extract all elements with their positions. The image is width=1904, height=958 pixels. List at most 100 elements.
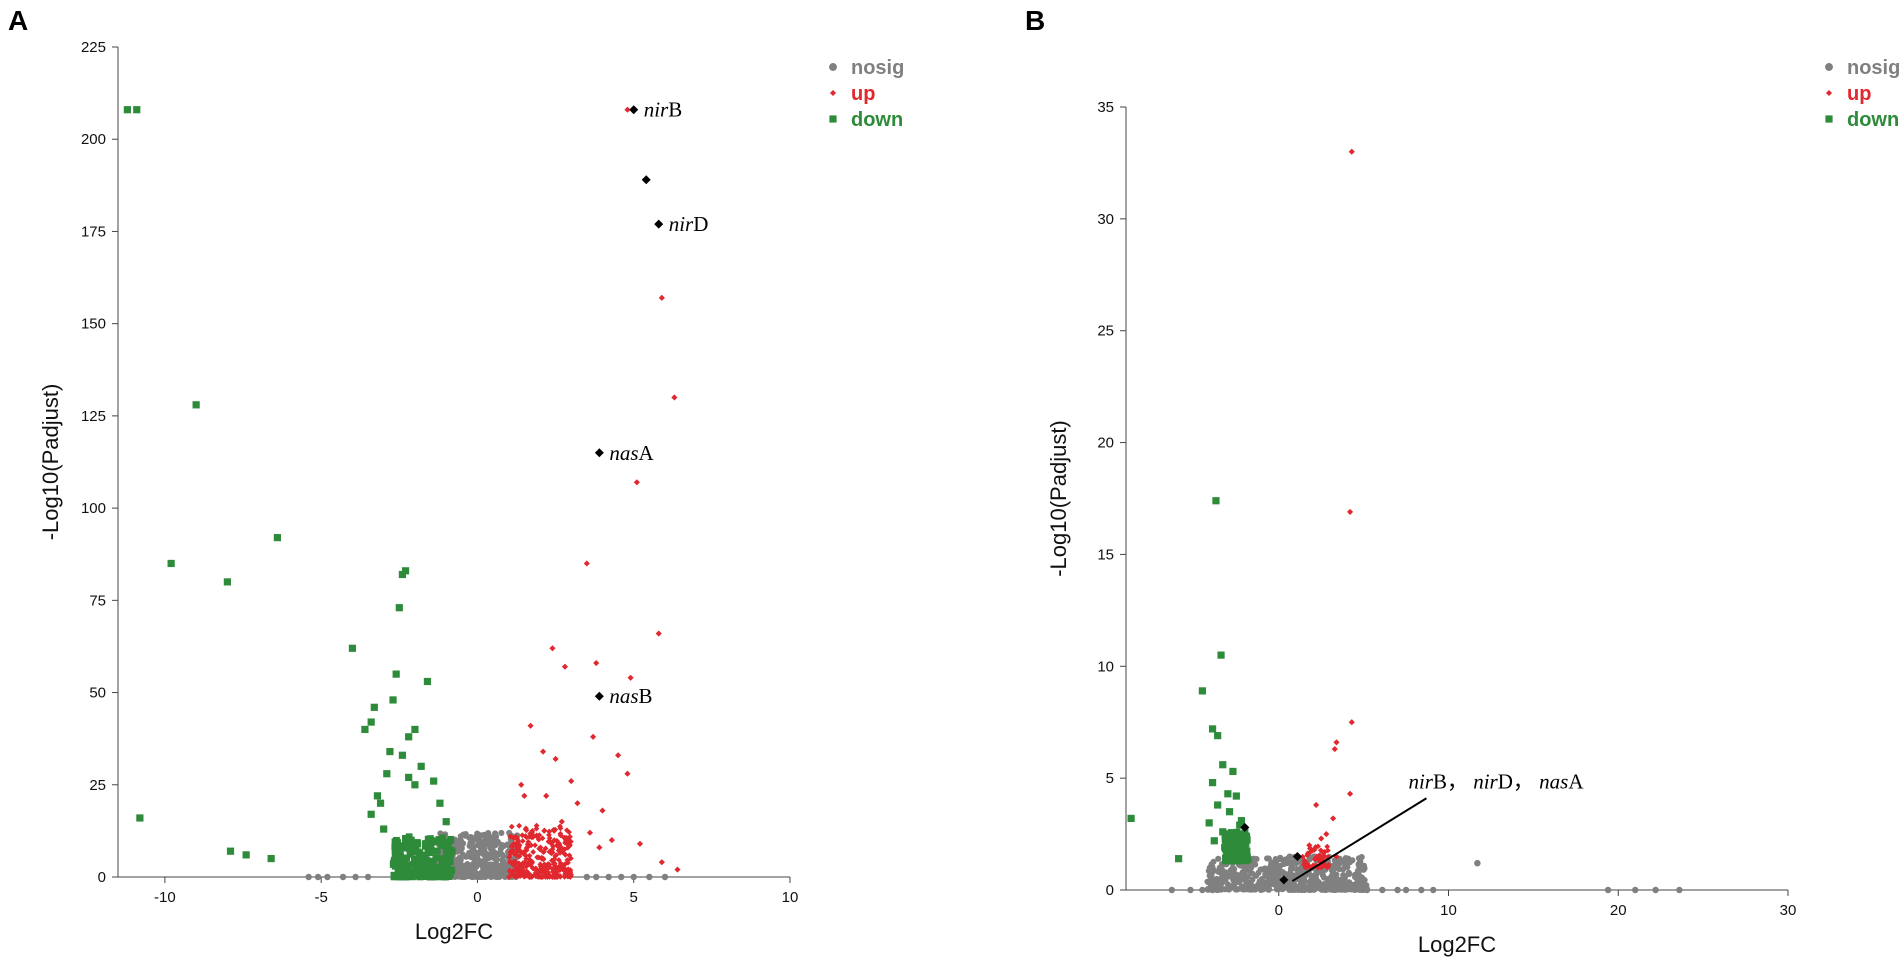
data-point-nosig	[1360, 882, 1367, 889]
data-point-down	[226, 847, 235, 855]
data-point-down	[1205, 819, 1213, 827]
y-tick-label: 0	[98, 869, 106, 886]
panel-a-label: A	[8, 5, 28, 36]
data-point-down	[411, 725, 419, 734]
panel-a: A 0 25 50 75 100 125 150 175 200 225 -10 -5 0 5 10 Log2…	[8, 5, 904, 944]
data-point-nosig	[494, 838, 501, 845]
data-point-up	[537, 863, 544, 870]
data-point-nosig	[1218, 880, 1226, 887]
y-axis-title: -Log10(Padjust)	[38, 384, 63, 541]
data-point-nosig	[1210, 858, 1217, 865]
data-point-down	[429, 862, 437, 870]
data-point-down	[370, 703, 378, 711]
data-point-down	[223, 578, 231, 586]
data-point-down	[442, 818, 450, 826]
data-point-nosig	[1287, 866, 1295, 873]
data-point-nosig	[339, 873, 347, 881]
data-point-up	[671, 394, 678, 401]
data-point-down	[1232, 854, 1240, 862]
data-point-up	[567, 873, 574, 880]
gene-label-italic: nas	[609, 684, 638, 708]
data-point-nosig	[314, 873, 322, 881]
data-point-up	[636, 840, 644, 847]
data-point-down	[405, 864, 413, 872]
x-tick-label: 30	[1780, 902, 1797, 919]
data-point-down	[401, 567, 410, 575]
data-point-nosig	[646, 873, 653, 881]
data-point-down	[446, 858, 454, 866]
data-point-up	[556, 867, 563, 874]
data-point-down	[426, 849, 434, 856]
data-point-down	[1225, 808, 1234, 816]
data-point-nosig	[1257, 866, 1264, 873]
data-point-nosig	[1280, 861, 1287, 868]
data-point-nosig	[1265, 877, 1272, 885]
data-point-down	[167, 559, 175, 568]
gene-label-suffix: B	[639, 684, 653, 708]
data-point-down	[1175, 855, 1183, 863]
highlighted-gene-marker	[1292, 851, 1302, 861]
data-point-up	[554, 837, 560, 844]
data-point-up	[615, 752, 622, 759]
data-point-up	[519, 832, 526, 839]
data-point-down	[123, 106, 131, 114]
data-point-nosig	[492, 862, 499, 869]
gene-label-suffix: A	[639, 441, 655, 465]
data-point-nosig	[1268, 859, 1275, 866]
data-point-up	[538, 855, 545, 862]
data-point-nosig	[459, 869, 466, 876]
data-point-nosig	[617, 873, 625, 881]
data-point-nosig	[1321, 886, 1328, 894]
data-point-nosig	[1291, 886, 1298, 894]
data-point-down	[1224, 790, 1232, 798]
data-point-down	[419, 863, 427, 871]
legend-label-nosig: nosig	[851, 57, 904, 79]
y-tick-label: 50	[89, 685, 106, 702]
data-point-nosig	[479, 849, 486, 856]
legend-marker-up	[1825, 89, 1833, 97]
data-point-down	[1219, 761, 1227, 769]
panel-b-legend: nosig up down	[1825, 57, 1900, 131]
data-point-up	[590, 733, 597, 740]
data-point-down	[414, 869, 422, 877]
data-point-down	[1212, 497, 1220, 505]
data-point-nosig	[1238, 885, 1245, 892]
data-point-nosig	[482, 861, 489, 868]
data-point-nosig	[1256, 878, 1263, 885]
data-point-nosig	[661, 873, 669, 881]
gene-label: nasA	[609, 441, 654, 465]
highlighted-gene-marker	[594, 691, 604, 701]
data-point-nosig	[1322, 880, 1329, 887]
data-point-down	[1198, 687, 1206, 695]
data-point-up	[543, 792, 550, 799]
data-point-down	[405, 773, 413, 781]
data-point-nosig	[1215, 855, 1222, 862]
data-point-up	[537, 867, 543, 873]
data-point-nosig	[1328, 873, 1335, 880]
data-point-down	[398, 570, 407, 579]
highlighted-gene-marker	[654, 219, 664, 229]
legend-marker-down	[829, 115, 837, 123]
annotation-normal: B，	[1433, 769, 1473, 793]
y-axis-title: -Log10(Padjust)	[1046, 420, 1071, 577]
data-point-nosig	[489, 846, 496, 853]
data-point-up	[599, 807, 606, 814]
data-point-down	[1240, 844, 1248, 851]
x-tick-label: 10	[1440, 902, 1457, 919]
data-point-up	[546, 828, 553, 835]
data-point-down	[267, 854, 275, 863]
data-point-up	[534, 854, 541, 861]
highlighted-gene-marker	[629, 105, 639, 115]
data-point-down	[392, 670, 400, 678]
data-point-up	[519, 838, 526, 844]
x-axis-title: Log2FC	[1418, 932, 1496, 957]
data-point-nosig	[1297, 879, 1304, 887]
data-point-nosig	[1402, 886, 1410, 894]
data-point-up	[519, 863, 525, 870]
data-point-down	[273, 534, 282, 542]
data-point-up	[674, 866, 681, 873]
data-point-nosig	[457, 847, 464, 854]
data-point-down	[441, 838, 448, 846]
data-point-nosig	[1474, 859, 1481, 867]
y-tick-label: 0	[1106, 882, 1114, 899]
